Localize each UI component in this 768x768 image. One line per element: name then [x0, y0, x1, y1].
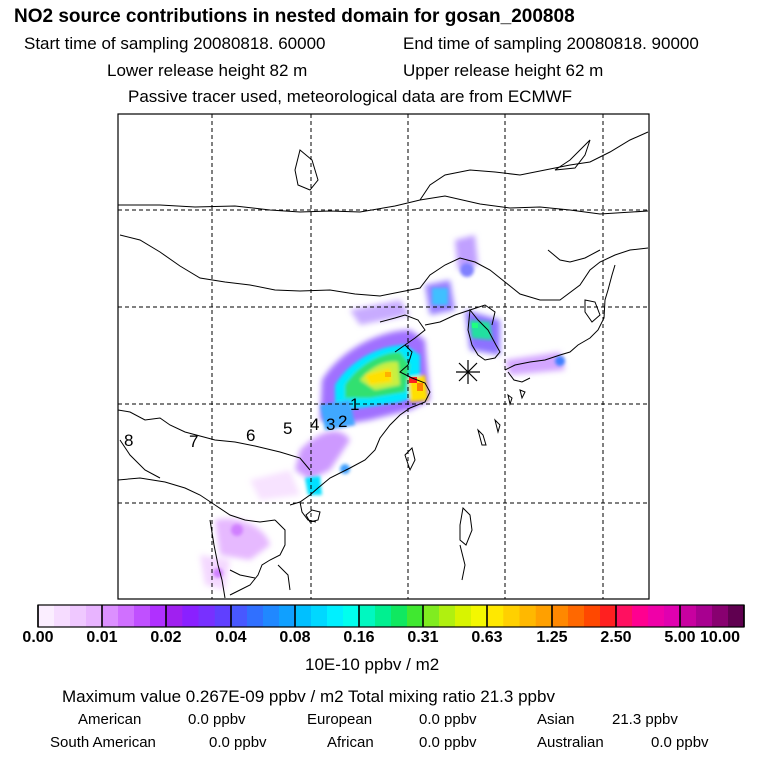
colorbar-cell	[535, 605, 553, 627]
lower-release-height: Lower release height 82 m	[107, 61, 308, 80]
colorbar-tick-label: 0.02	[150, 629, 182, 646]
australian-value: 0.0 ppbv	[651, 734, 709, 751]
coastlines	[118, 131, 649, 599]
source-label-5: 5	[283, 419, 292, 438]
colorbar-cell	[632, 605, 649, 627]
receptor-asterisk-icon	[456, 360, 480, 384]
colorbar-cell	[70, 605, 87, 627]
colorbar-cell	[728, 605, 745, 627]
colorbar-cell	[279, 605, 296, 627]
colorbar-cell	[118, 605, 135, 627]
colorbar-cell	[311, 605, 328, 627]
colorbar-cell	[166, 605, 183, 627]
colorbar-cell	[38, 605, 55, 627]
colorbar-cell	[407, 605, 424, 627]
colorbar-cell	[471, 605, 488, 627]
colorbar-tick-label: 0.16	[343, 629, 375, 646]
source-label-6: 6	[246, 426, 255, 445]
colorbar-cell	[214, 605, 232, 627]
american-label: American	[78, 711, 142, 728]
australian-label: Australian	[537, 734, 604, 751]
colorbar-cell	[455, 605, 472, 627]
african-label: African	[327, 734, 374, 751]
colorbar-cell	[391, 605, 408, 627]
end-time: End time of sampling 20080818. 90000	[403, 34, 699, 53]
source-label-3: 3	[326, 415, 335, 434]
colorbar-cell	[439, 605, 456, 627]
passive-tracer-note: Passive tracer used, meteorological data…	[128, 87, 573, 106]
colorbar-cell	[182, 605, 199, 627]
colorbar-cell	[198, 605, 216, 627]
european-label: European	[307, 711, 373, 728]
colorbar-tick-label: 10.00	[699, 629, 741, 646]
colorbar-cell	[648, 605, 665, 627]
colorbar-cell	[712, 605, 729, 627]
colorbar-cell	[503, 605, 520, 627]
colorbar-cell	[86, 605, 103, 627]
colorbar-tick-label: 0.31	[407, 629, 439, 646]
colorbar-unit: 10E-10 ppbv / m2	[305, 655, 440, 674]
colorbar-cell	[664, 605, 681, 627]
maximum-value-line: Maximum value 0.267E-09 ppbv / m2 Total …	[62, 687, 555, 706]
source-label-4: 4	[310, 415, 319, 434]
colorbar-cell	[680, 605, 697, 627]
colorbar-cell	[102, 605, 119, 627]
colorbar-tick-label: 0.08	[279, 629, 311, 646]
south-american-value: 0.0 ppbv	[209, 734, 267, 751]
colorbar-tick-label: 1.25	[536, 629, 568, 646]
colorbar-tick-label: 0.01	[86, 629, 118, 646]
colorbar-cell	[295, 605, 312, 627]
colorbar-cell	[247, 605, 264, 627]
upper-release-height: Upper release height 62 m	[403, 61, 604, 80]
african-value: 0.0 ppbv	[419, 734, 477, 751]
colorbar-cell	[696, 605, 713, 627]
colorbar-cell	[519, 605, 537, 627]
colorbar-tick-label: 0.04	[215, 629, 247, 646]
colorbar-cell	[359, 605, 376, 627]
colorbar-cells	[38, 605, 745, 627]
south-american-label: South American	[50, 734, 156, 751]
source-label-2: 2	[338, 412, 347, 431]
colorbar-cell	[150, 605, 167, 627]
colorbar-cell	[343, 605, 360, 627]
map-frame	[117, 113, 650, 600]
colorbar-cell	[263, 605, 280, 627]
colorbar-tick-label: 0.63	[471, 629, 503, 646]
source-label-7: 7	[189, 432, 198, 451]
colorbar-cell	[552, 605, 569, 627]
colorbar-cell	[231, 605, 248, 627]
colorbar-cell	[327, 605, 344, 627]
asian-value: 21.3 ppbv	[612, 711, 678, 728]
figure-title: NO2 source contributions in nested domai…	[14, 6, 575, 27]
colorbar-cell	[487, 605, 504, 627]
plume-hotspots	[385, 323, 478, 391]
source-label-1: 1	[350, 395, 359, 414]
asian-label: Asian	[537, 711, 575, 728]
colorbar-cell	[375, 605, 392, 627]
colorbar-cell	[423, 605, 440, 627]
colorbar-cell	[568, 605, 585, 627]
colorbar-cell	[584, 605, 601, 627]
source-labels: 1 2 3 4 5 6 7 8	[124, 395, 359, 451]
colorbar-tick-label: 2.50	[600, 629, 632, 646]
colorbar-cell	[134, 605, 151, 627]
colorbar-cell	[616, 605, 633, 627]
source-label-8: 8	[124, 431, 133, 450]
european-value: 0.0 ppbv	[419, 711, 477, 728]
colorbar-cell	[54, 605, 71, 627]
lat-lon-grid	[118, 114, 649, 599]
colorbar-tick-label: 0.00	[22, 629, 54, 646]
american-value: 0.0 ppbv	[188, 711, 246, 728]
start-time: Start time of sampling 20080818. 60000	[24, 34, 326, 53]
colorbar-tick-label: 5.00	[664, 629, 696, 646]
colorbar-cell	[600, 605, 617, 627]
